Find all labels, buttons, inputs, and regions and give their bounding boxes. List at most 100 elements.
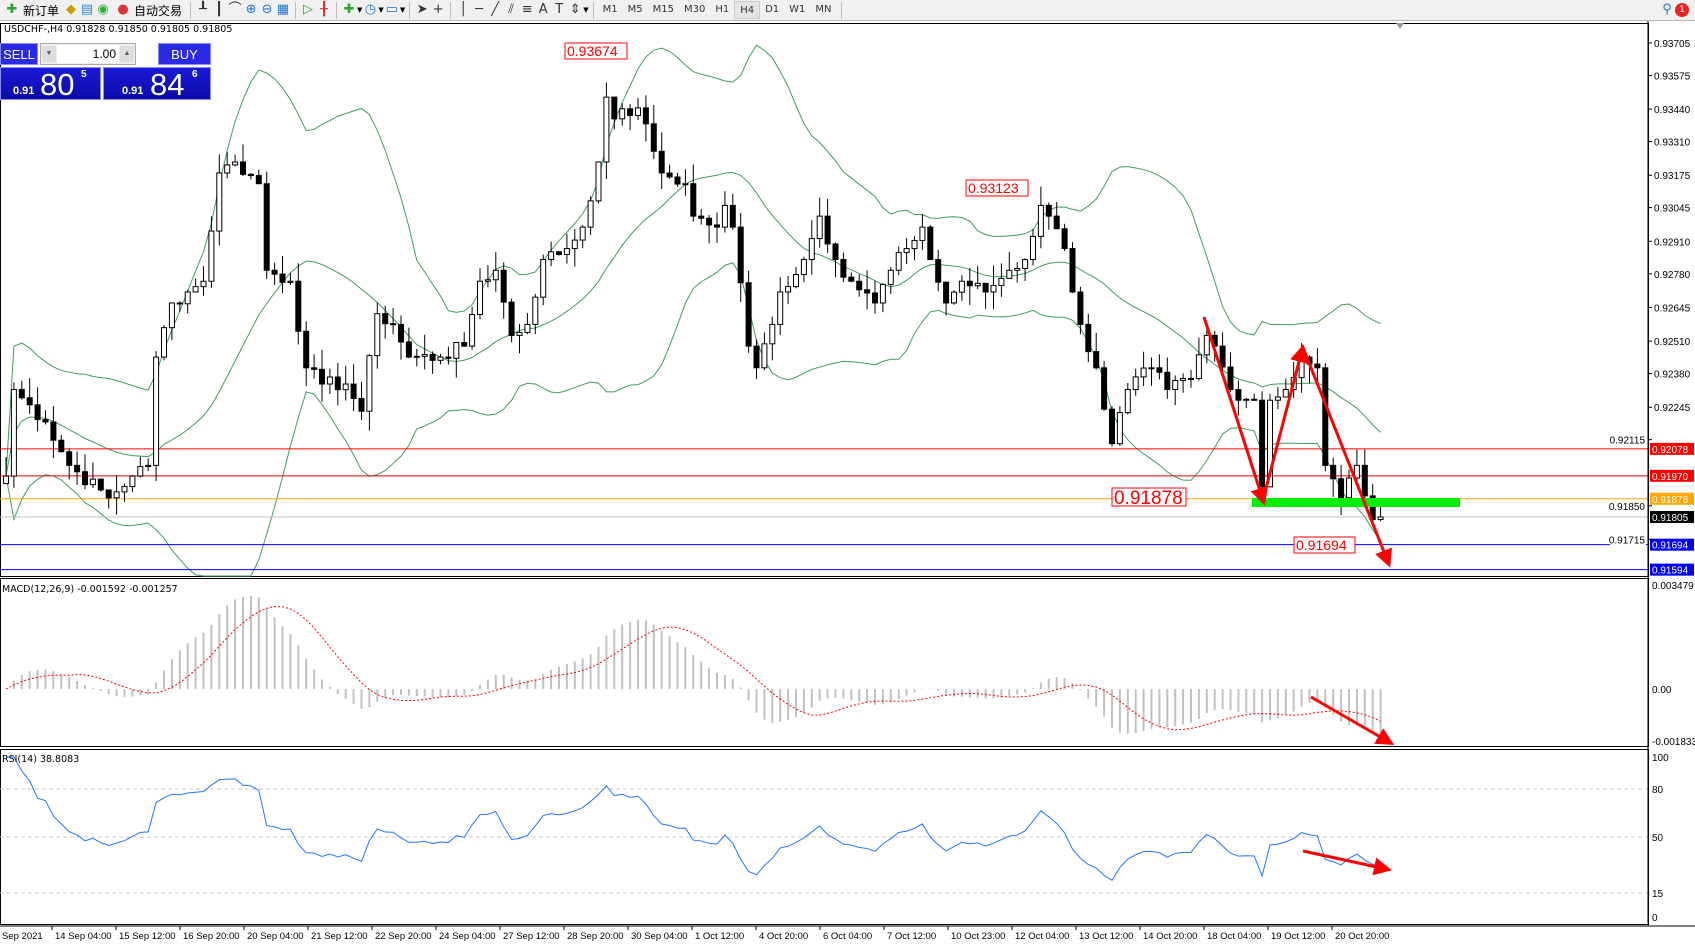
data-window-icon[interactable]: ▤ bbox=[80, 2, 94, 17]
bear-candle bbox=[729, 204, 736, 228]
text-icon[interactable]: A bbox=[538, 2, 548, 17]
lot-increase-button[interactable]: ▲ bbox=[120, 46, 134, 62]
bear-candle bbox=[1101, 367, 1108, 410]
timeframe-m15[interactable]: M15 bbox=[652, 4, 674, 15]
timeframe-mn[interactable]: MN bbox=[815, 4, 832, 15]
price-axis-label: 0.92510 bbox=[1654, 337, 1691, 348]
bear-candle bbox=[935, 259, 942, 283]
price-tag: 0.91694 bbox=[1652, 541, 1689, 552]
bull-candle bbox=[1180, 377, 1187, 381]
arrows-icon[interactable]: ⇕ bbox=[569, 2, 581, 17]
equidistant-channel-icon[interactable]: ⫽ bbox=[508, 2, 515, 17]
main-panel-frame bbox=[0, 23, 1649, 577]
timeframe-m5[interactable]: M5 bbox=[627, 4, 643, 15]
cursor-icon[interactable]: ➤ bbox=[416, 2, 428, 17]
vertical-line-icon[interactable]: │ bbox=[459, 2, 468, 17]
bear-candle bbox=[1259, 399, 1266, 488]
crosshair-icon[interactable]: + bbox=[432, 2, 444, 17]
dropdown-arrow-icon[interactable]: ▼ bbox=[399, 6, 406, 14]
buy-button[interactable]: BUY bbox=[158, 43, 211, 65]
bear-candle bbox=[82, 471, 88, 486]
horizontal-line-icon[interactable]: ─ bbox=[475, 2, 484, 17]
lot-decrease-button[interactable]: ▼ bbox=[42, 46, 56, 62]
tile-windows-icon[interactable]: ▦ bbox=[276, 2, 290, 17]
divider bbox=[409, 1, 411, 19]
trendline-icon[interactable]: ╱ bbox=[491, 2, 500, 17]
timeframe-d1[interactable]: D1 bbox=[765, 4, 780, 15]
bull-candle bbox=[721, 204, 728, 228]
bull-candle bbox=[168, 302, 175, 329]
time-axis-label: 21 Sep 12:00 bbox=[311, 931, 368, 942]
lot-input[interactable]: 1.00 bbox=[57, 45, 119, 63]
bear-candle bbox=[66, 451, 73, 466]
line-chart-icon[interactable]: ⌒ bbox=[228, 2, 242, 17]
bull-candle bbox=[998, 277, 1005, 286]
bear-candle bbox=[500, 269, 507, 303]
bear-candle bbox=[445, 356, 452, 359]
sell-button[interactable]: SELL bbox=[0, 43, 38, 65]
bear-candle bbox=[34, 404, 41, 421]
periods-icon[interactable]: ◷ bbox=[364, 2, 377, 17]
timeframe-w1[interactable]: W1 bbox=[789, 4, 806, 15]
ask-price-button[interactable]: 0.91 84 6 bbox=[103, 67, 211, 100]
candlestick-icon[interactable]: ┃ bbox=[215, 2, 223, 17]
bear-candle bbox=[848, 276, 855, 282]
bull-candle bbox=[1014, 267, 1021, 271]
bear-candle bbox=[1235, 389, 1242, 401]
bull-candle bbox=[1148, 367, 1155, 370]
red-arrow-down bbox=[1300, 344, 1392, 568]
bear-candle bbox=[263, 183, 270, 271]
search-icon[interactable]: ⚲ bbox=[1662, 2, 1672, 17]
price-axis-label: 0.92645 bbox=[1654, 303, 1691, 314]
text-label-icon[interactable]: T bbox=[555, 2, 564, 17]
bar-chart-icon[interactable]: ┸ bbox=[199, 2, 207, 17]
price-axis-label: 0.93175 bbox=[1654, 171, 1691, 182]
lot-stepper: ▼ 1.00 ▲ bbox=[40, 43, 136, 65]
chart-canvas[interactable]: 0.92078 0.91970 0.91878 0.91805 0.91694 0.915… bbox=[0, 21, 1695, 946]
rsi-line bbox=[6, 756, 1381, 882]
market-watch-icon[interactable]: ◆ bbox=[66, 2, 77, 17]
time-axis-label: 19 Oct 12:00 bbox=[1271, 931, 1325, 942]
timeframe-h4[interactable]: H4 bbox=[734, 1, 761, 19]
bear-candle bbox=[176, 302, 183, 305]
dropdown-arrow-icon[interactable]: ▼ bbox=[357, 6, 363, 14]
chart-shift-icon[interactable]: ╂ bbox=[320, 2, 328, 17]
bull-candle bbox=[137, 466, 144, 477]
dropdown-arrow-icon[interactable]: ▼ bbox=[583, 6, 589, 14]
rsi-axis-label: 0 bbox=[1652, 913, 1658, 924]
bull-candle bbox=[990, 284, 997, 293]
macd-signal-line bbox=[5, 606, 1381, 731]
templates-icon[interactable]: ▭ bbox=[385, 2, 398, 17]
time-axis-label: 13 Oct 12:00 bbox=[1079, 931, 1133, 942]
timeframe-h1[interactable]: H1 bbox=[715, 4, 730, 15]
rsi-label: RSI(14) 38.8083 bbox=[2, 754, 79, 765]
zoom-in-icon[interactable]: ⊕ bbox=[245, 2, 257, 17]
price-label: 0.91694 bbox=[1296, 537, 1347, 553]
fibonacci-icon[interactable]: ≡ bbox=[521, 2, 533, 17]
timeframe-m1[interactable]: M1 bbox=[602, 4, 618, 15]
auto-trading-button[interactable]: ● 自动交易 bbox=[111, 1, 186, 20]
new-order-button[interactable]: ✚ 新订单 bbox=[0, 1, 63, 20]
bull-candle bbox=[89, 478, 96, 486]
notification-badge[interactable]: 1 bbox=[1675, 3, 1689, 17]
dropdown-arrow-icon[interactable]: ▼ bbox=[378, 6, 384, 14]
bear-candle bbox=[58, 439, 65, 453]
bull-candle bbox=[895, 252, 902, 271]
bear-candle bbox=[405, 341, 412, 358]
bear-candle bbox=[279, 273, 286, 283]
bull-candle bbox=[785, 286, 792, 293]
indicators-icon[interactable]: ✚ bbox=[343, 2, 355, 17]
divider bbox=[592, 1, 594, 19]
bid-price-button[interactable]: 0.91 80 5 bbox=[0, 67, 101, 100]
bull-candle bbox=[1140, 367, 1147, 378]
bull-candle bbox=[161, 327, 167, 358]
auto-scroll-icon[interactable]: ▷ bbox=[303, 2, 314, 17]
time-axis-label: 30 Sep 04:00 bbox=[631, 931, 688, 942]
bull-candle bbox=[524, 323, 531, 333]
navigator-icon[interactable]: ◉ bbox=[97, 2, 109, 17]
price-label: 0.93123 bbox=[968, 180, 1019, 196]
timeframe-m30[interactable]: M30 bbox=[683, 4, 706, 15]
bear-candle bbox=[398, 323, 404, 343]
zoom-out-icon[interactable]: ⊖ bbox=[261, 2, 273, 17]
price-tag: 0.92078 bbox=[1652, 445, 1689, 456]
